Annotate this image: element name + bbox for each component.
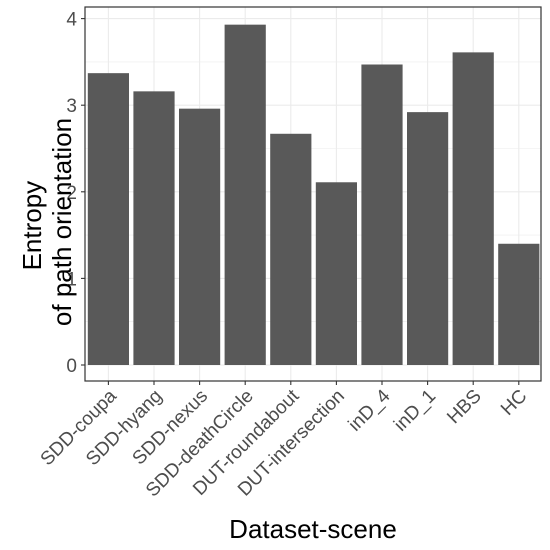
y-tick-label: 3 <box>66 96 77 117</box>
bar-HBS <box>452 52 494 366</box>
bar-SDD-hyang <box>133 91 175 366</box>
y-tick-label: 1 <box>66 269 77 290</box>
y-tick-label: 2 <box>66 183 77 204</box>
y-axis-ticks: 0 1 2 3 4 <box>66 10 85 377</box>
x-tick-label: inD_1 <box>390 386 440 436</box>
bar-SDD-coupa <box>87 73 129 366</box>
bar-inD_1 <box>407 112 449 366</box>
y-axis-title: Entropy of path orientation <box>17 118 77 326</box>
x-tick-label: HC <box>497 386 531 420</box>
bar-SDD-nexus <box>179 108 221 365</box>
y-axis-title-line-2: of path orientation <box>47 118 77 326</box>
bar-SDD-deathCircle <box>224 24 266 366</box>
bar-inD_4 <box>361 64 403 366</box>
bar-DUT-roundabout <box>270 133 312 365</box>
y-tick-label: 4 <box>66 10 77 31</box>
x-axis-title: Dataset-scene <box>229 514 397 544</box>
x-tick-label: HBS <box>443 386 485 428</box>
x-tick-label: inD_4 <box>345 385 395 435</box>
bar-HC <box>498 243 540 365</box>
bars <box>87 24 540 366</box>
x-axis-ticks: SDD-coupaSDD-hyangSDD-nexusSDD-deathCirc… <box>37 381 531 501</box>
y-tick-label: 0 <box>66 356 77 377</box>
y-axis-title-line-1: Entropy <box>17 181 47 271</box>
bar-DUT-intersection <box>315 182 357 365</box>
panel-border <box>84 6 542 382</box>
